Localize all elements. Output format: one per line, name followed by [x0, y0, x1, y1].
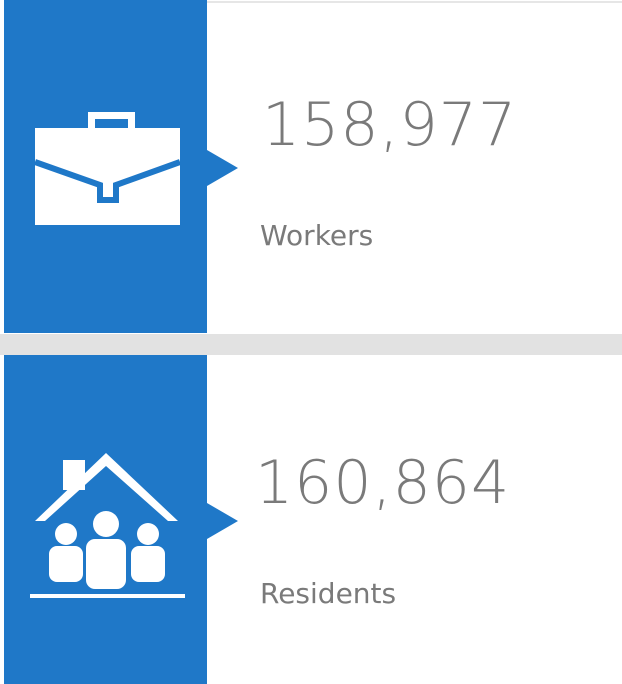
briefcase-icon — [33, 112, 182, 225]
workers-card: 158,977 Workers — [4, 0, 517, 333]
pointer-arrow — [207, 150, 238, 186]
stat-label: Residents — [260, 577, 396, 610]
pointer-arrow — [207, 503, 238, 539]
separator — [0, 334, 622, 355]
house-icon — [30, 453, 185, 598]
residents-card: 160,864 Residents — [4, 355, 510, 684]
stat-label: Workers — [260, 219, 373, 252]
stat-value: 160,864 — [255, 448, 510, 518]
stat-value: 158,977 — [262, 90, 517, 160]
